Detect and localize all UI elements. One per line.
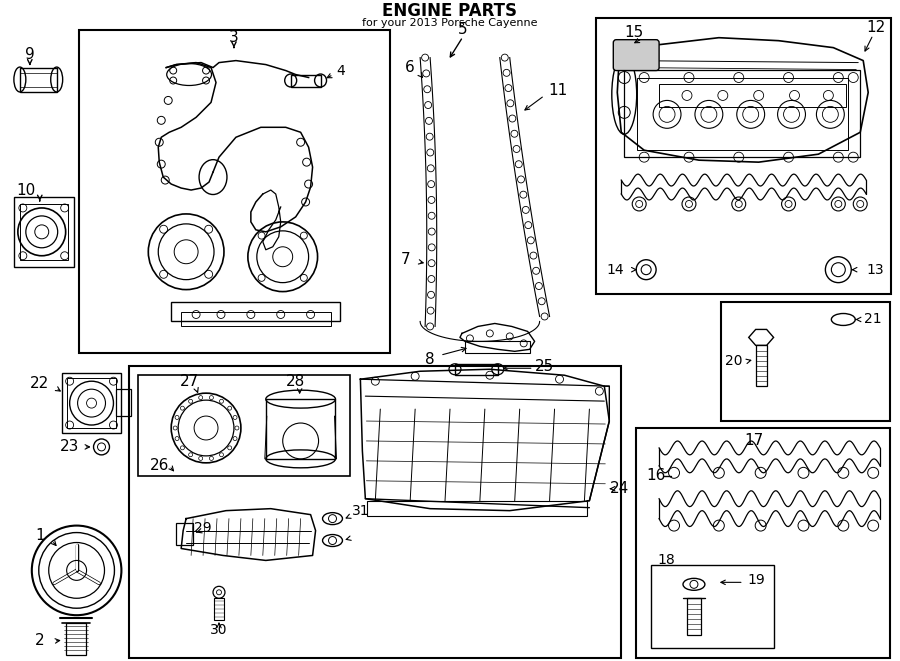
Text: ENGINE PARTS: ENGINE PARTS xyxy=(382,2,518,20)
Text: 14: 14 xyxy=(607,262,624,277)
Text: 5: 5 xyxy=(458,22,468,37)
FancyBboxPatch shape xyxy=(613,40,659,71)
Bar xyxy=(171,301,340,321)
Bar xyxy=(687,598,701,635)
Text: for your 2013 Porsche Cayenne: for your 2013 Porsche Cayenne xyxy=(362,18,538,28)
Text: 13: 13 xyxy=(867,262,884,277)
Bar xyxy=(181,311,330,327)
Bar xyxy=(651,565,774,648)
Text: 3: 3 xyxy=(230,30,238,45)
Bar xyxy=(291,75,320,87)
Bar xyxy=(367,500,588,516)
Text: 24: 24 xyxy=(609,481,629,496)
Text: 23: 23 xyxy=(60,440,79,454)
Bar xyxy=(62,373,122,433)
Bar xyxy=(637,77,849,150)
Text: 22: 22 xyxy=(30,375,50,391)
Text: 27: 27 xyxy=(179,373,199,389)
Text: 10: 10 xyxy=(16,182,35,198)
Text: 9: 9 xyxy=(25,47,35,62)
Bar xyxy=(20,67,57,93)
Text: 30: 30 xyxy=(211,623,228,637)
Text: 4: 4 xyxy=(336,63,345,77)
Text: 25: 25 xyxy=(535,359,554,373)
Bar xyxy=(139,375,350,476)
Text: 11: 11 xyxy=(548,83,567,98)
Text: 15: 15 xyxy=(625,25,643,40)
Bar xyxy=(78,30,391,354)
Text: 8: 8 xyxy=(426,352,435,367)
Bar xyxy=(597,18,891,293)
Text: 16: 16 xyxy=(646,468,665,483)
Bar xyxy=(465,341,530,354)
Text: 17: 17 xyxy=(744,434,763,448)
Bar xyxy=(636,428,890,658)
Bar xyxy=(130,366,621,658)
Bar xyxy=(14,197,74,266)
Text: 28: 28 xyxy=(286,373,305,389)
Text: 31: 31 xyxy=(352,504,369,518)
Bar xyxy=(625,69,860,157)
Bar xyxy=(266,399,336,459)
Text: 12: 12 xyxy=(867,20,886,35)
Bar xyxy=(66,623,86,655)
Text: 1: 1 xyxy=(35,528,45,543)
Text: 6: 6 xyxy=(405,60,415,75)
Text: 2: 2 xyxy=(35,633,45,648)
Text: 7: 7 xyxy=(400,253,410,267)
Bar xyxy=(20,204,68,260)
Bar xyxy=(721,301,890,421)
Bar xyxy=(659,85,846,107)
Bar xyxy=(455,364,498,375)
Bar xyxy=(214,598,224,620)
Bar xyxy=(116,389,131,416)
Text: 20: 20 xyxy=(725,354,742,368)
Bar xyxy=(67,378,116,428)
Bar xyxy=(176,523,194,545)
Text: 29: 29 xyxy=(194,521,212,535)
Text: 26: 26 xyxy=(149,458,169,473)
Bar xyxy=(756,345,767,386)
Text: 19: 19 xyxy=(748,573,766,588)
Text: 18: 18 xyxy=(657,553,675,567)
Text: 21: 21 xyxy=(864,313,882,327)
